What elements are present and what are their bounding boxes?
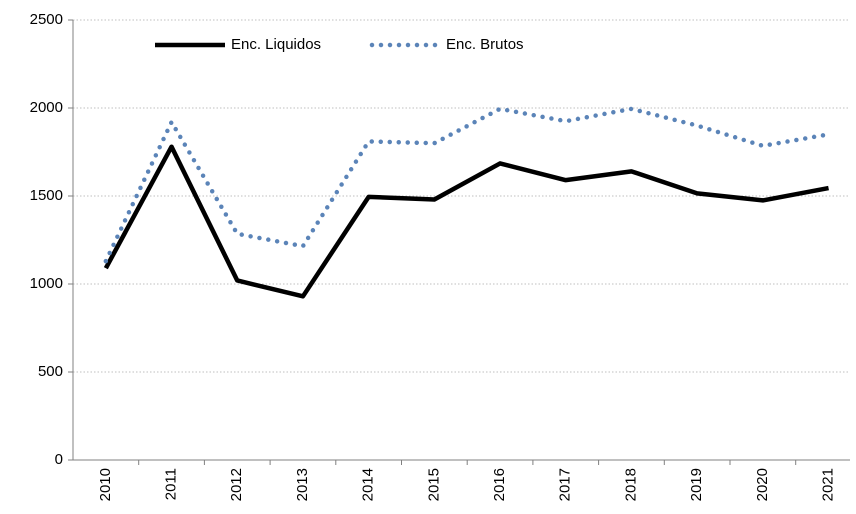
legend-label: Enc. Brutos — [446, 36, 524, 53]
y-tick-label: 1000 — [30, 275, 63, 292]
x-tick-label: 2019 — [688, 468, 705, 501]
x-tick-label: 2013 — [294, 468, 311, 501]
series-line — [103, 144, 829, 299]
x-tick-label: 2021 — [820, 468, 837, 501]
x-tick-label: 2015 — [425, 468, 442, 501]
x-tick-label: 2017 — [557, 468, 574, 501]
y-tick-label: 0 — [55, 451, 63, 468]
x-tick-label: 2020 — [754, 468, 771, 501]
x-tick-label: 2014 — [360, 468, 377, 501]
y-tick-label: 2000 — [30, 99, 63, 116]
x-tick-label: 2016 — [491, 468, 508, 501]
x-tick-label: 2011 — [163, 468, 180, 500]
x-tick-label: 2018 — [622, 468, 639, 501]
series-line — [103, 106, 831, 264]
y-tick-label: 500 — [38, 363, 63, 380]
y-tick-label: 1500 — [30, 187, 63, 204]
x-tick-label: 2010 — [97, 468, 114, 501]
legend-label: Enc. Liquidos — [231, 36, 321, 53]
y-tick-label: 2500 — [30, 11, 63, 28]
x-tick-label: 2012 — [228, 468, 245, 501]
